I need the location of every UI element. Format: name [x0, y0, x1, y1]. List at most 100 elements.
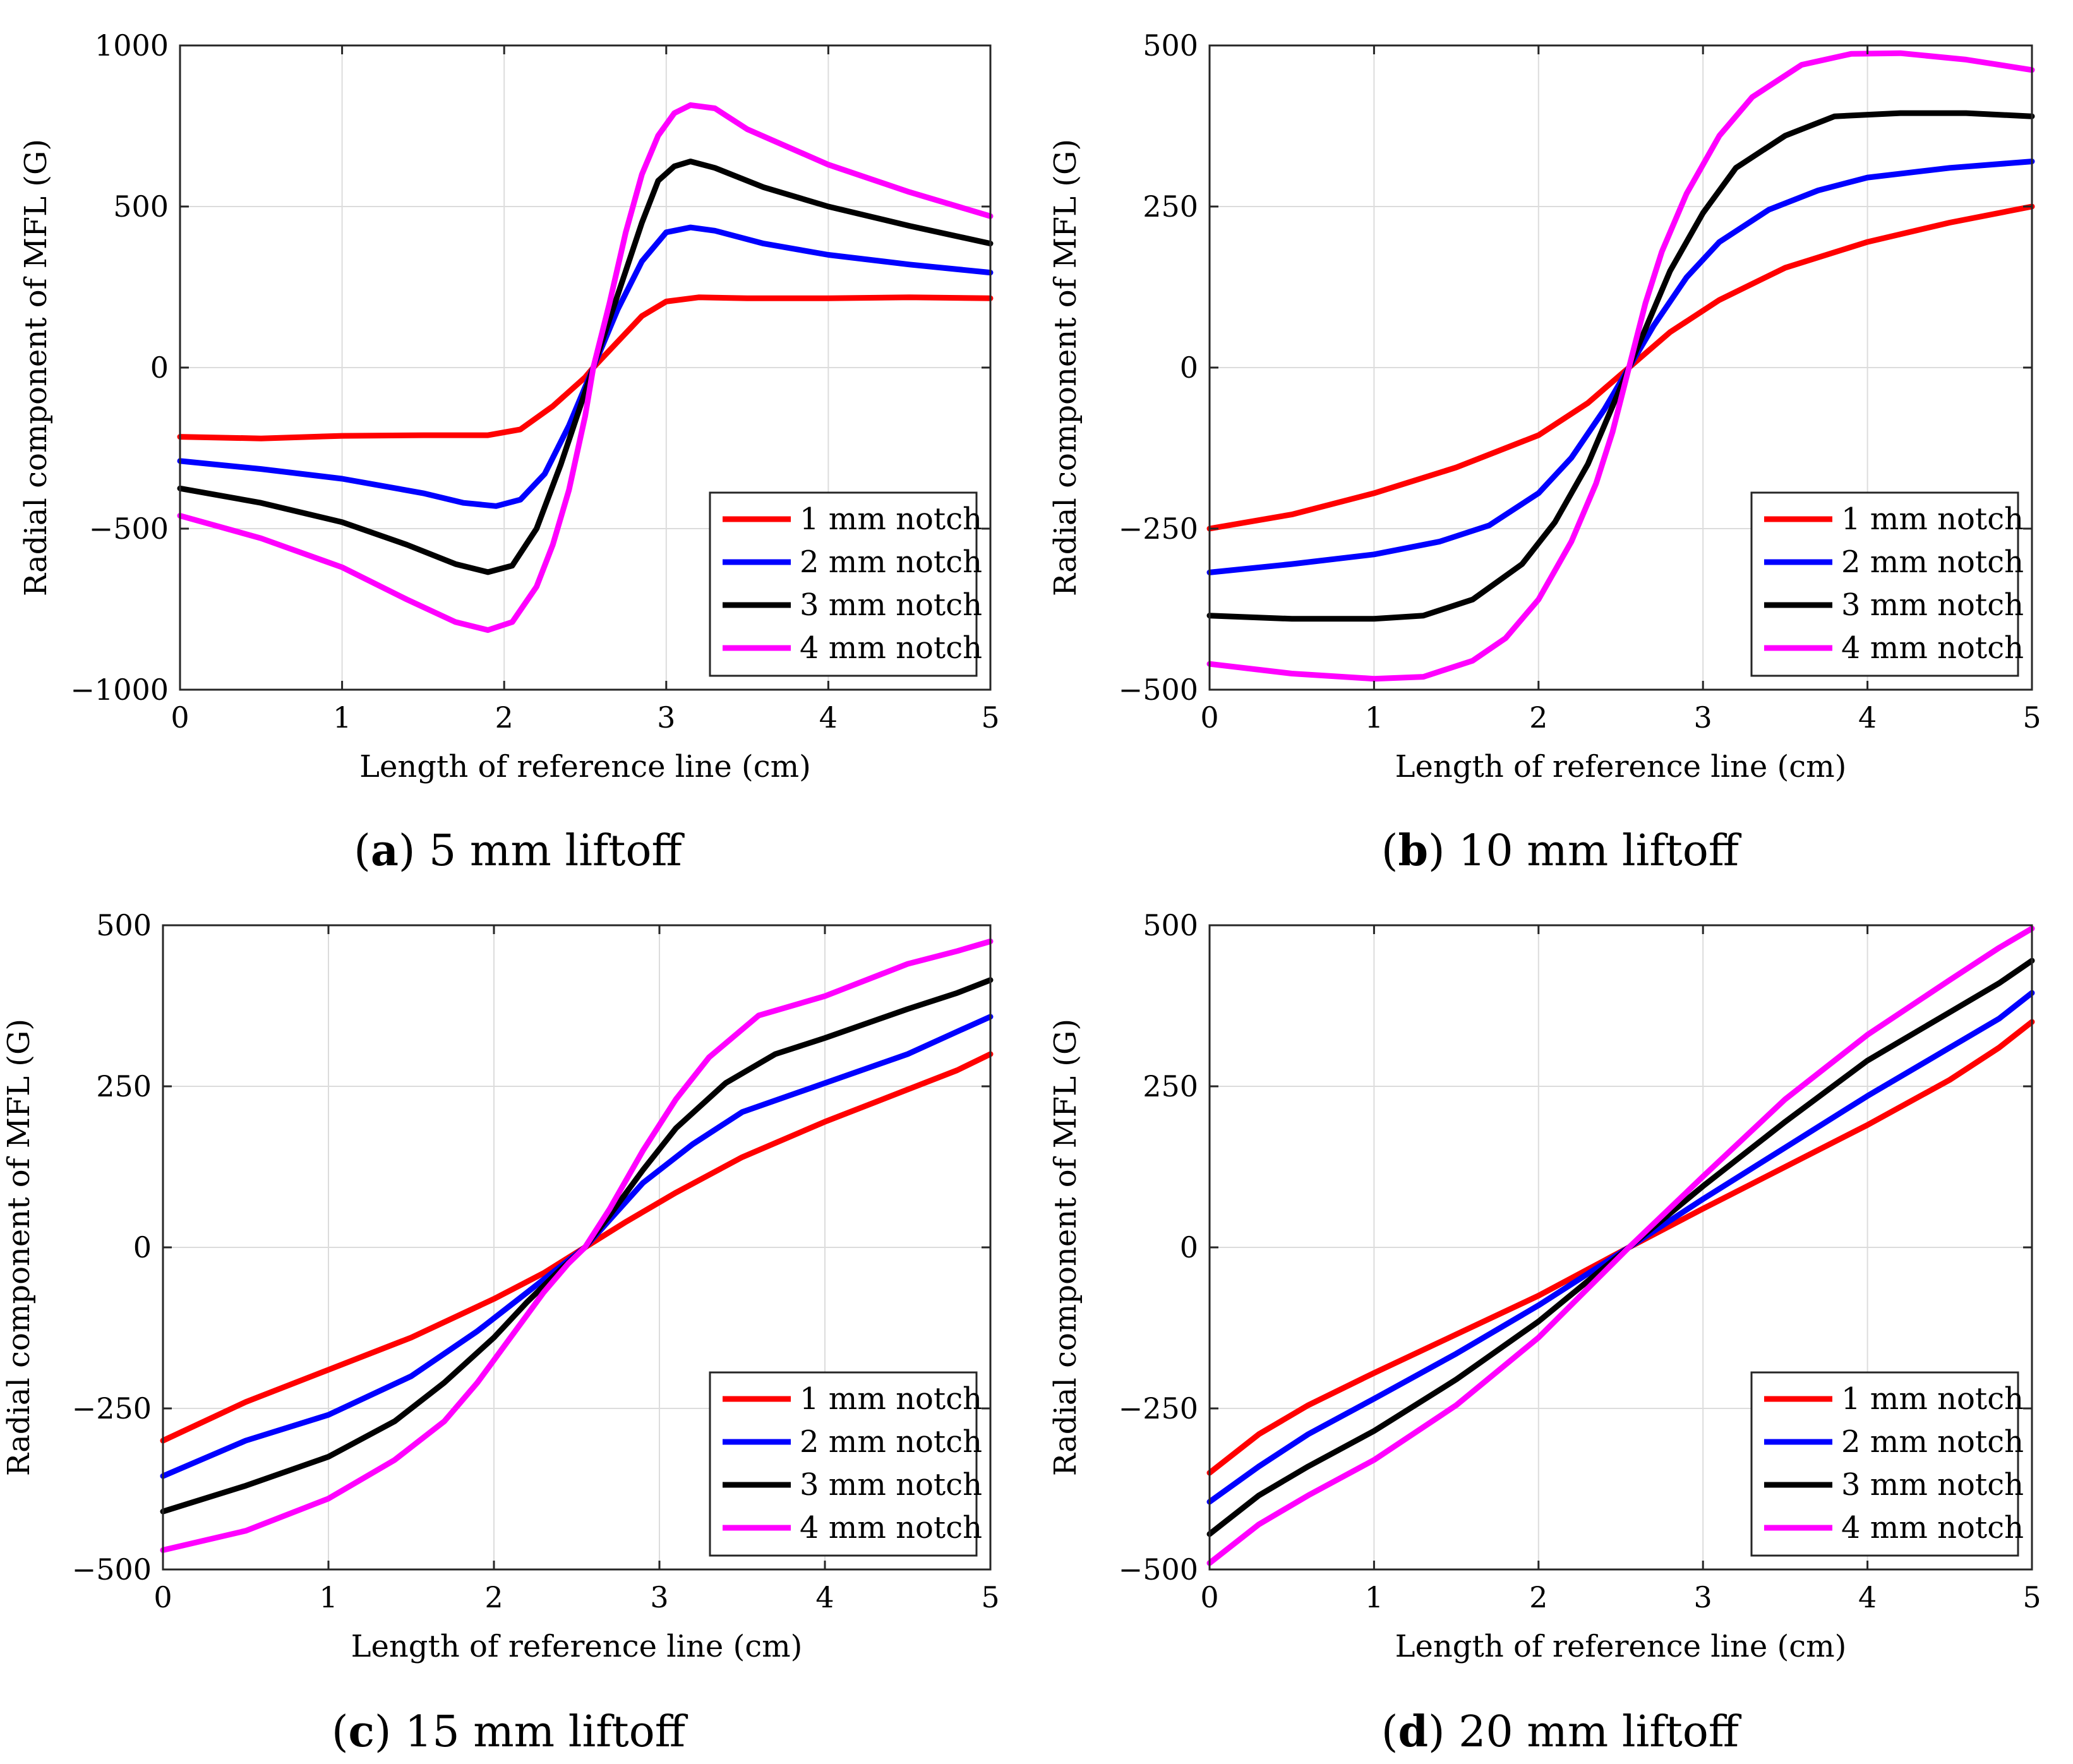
- y-tick-label: 500: [1143, 28, 1198, 63]
- y-tick-label: −500: [1119, 673, 1198, 707]
- y-tick-label: 500: [96, 908, 152, 942]
- x-tick-label: 1: [1365, 1580, 1383, 1614]
- y-tick-label: 0: [133, 1230, 152, 1264]
- x-tick-label: 1: [319, 1580, 337, 1614]
- panel-caption: (a) 5 mm liftoff: [354, 825, 685, 876]
- legend-entry: 3 mm notch: [800, 1467, 982, 1503]
- caption-letter: c: [349, 1707, 375, 1757]
- series-line-2mm: [160, 1014, 994, 1479]
- x-tick-label: 5: [2022, 1580, 2041, 1614]
- x-tick-label: 5: [2022, 700, 2041, 735]
- caption-letter: b: [1398, 825, 1428, 876]
- legend-entry: 1 mm notch: [1841, 1381, 2024, 1417]
- x-tick-label: 2: [1529, 700, 1547, 735]
- caption-paren-close: ): [1428, 1707, 1445, 1757]
- series-line-4mm: [160, 939, 994, 1553]
- y-axis-label: Radial component of MFL (G): [1048, 139, 1083, 596]
- legend-entry: 4 mm notch: [1841, 1510, 2024, 1545]
- caption-text: 10 mm liftoff: [1445, 826, 1742, 876]
- series-line-4mm: [1206, 50, 2035, 682]
- x-tick-label: 3: [1694, 1580, 1712, 1614]
- x-axis-label: Length of reference line (cm): [351, 1629, 803, 1664]
- y-tick-label: 1000: [95, 28, 169, 63]
- x-tick-label: 3: [657, 700, 675, 735]
- y-tick-label: −1000: [70, 673, 169, 707]
- legend-entry: 2 mm notch: [1841, 544, 2024, 580]
- caption-paren-open: (: [354, 826, 371, 876]
- x-tick-label: 3: [650, 1580, 668, 1614]
- y-tick-label: 0: [1180, 351, 1198, 385]
- legend-entry: 2 mm notch: [1841, 1424, 2024, 1460]
- y-axis-label: Radial component of MFL (G): [1, 1019, 37, 1476]
- y-axis-label: Radial component of MFL (G): [18, 139, 54, 596]
- x-axis-label: Length of reference line (cm): [1395, 749, 1847, 784]
- legend-entry: 3 mm notch: [1841, 587, 2024, 623]
- series-line-1mm: [160, 1051, 994, 1444]
- caption-text: 15 mm liftoff: [391, 1707, 688, 1757]
- x-axis-label: Length of reference line (cm): [359, 749, 811, 784]
- caption-letter: d: [1398, 1707, 1428, 1757]
- y-tick-label: 0: [1180, 1230, 1198, 1264]
- x-tick-label: 4: [1858, 1580, 1877, 1614]
- y-tick-label: −250: [1119, 512, 1198, 546]
- y-tick-label: 250: [1143, 189, 1198, 224]
- series-line-4mm: [177, 102, 994, 633]
- y-tick-label: −500: [72, 1552, 152, 1587]
- y-tick-label: −250: [72, 1391, 152, 1425]
- caption-text: 20 mm liftoff: [1445, 1707, 1742, 1757]
- panel-caption: (d) 20 mm liftoff: [1381, 1707, 1742, 1757]
- y-tick-label: 250: [1143, 1069, 1198, 1103]
- x-tick-label: 0: [153, 1580, 172, 1614]
- legend-entry: 1 mm notch: [1841, 501, 2024, 537]
- legend-entry: 4 mm notch: [800, 1510, 982, 1545]
- caption-letter: a: [371, 825, 399, 876]
- chart-panel-b: 0 1 2 3 4 5 −500 −250 0 250 500 Length of reference…: [1048, 28, 2041, 876]
- x-tick-label: 0: [171, 700, 189, 735]
- caption-paren-open: (: [332, 1707, 349, 1757]
- y-tick-label: −500: [89, 512, 169, 546]
- caption-paren-close: ): [1428, 826, 1445, 876]
- legend: 1 mm notch 2 mm notch 3 mm notch 4 mm notch: [709, 1371, 982, 1557]
- caption-paren-close: ): [399, 826, 416, 876]
- caption-paren-open: (: [1381, 826, 1398, 876]
- panel-caption: (c) 15 mm liftoff: [332, 1707, 688, 1757]
- x-tick-label: 0: [1200, 1580, 1218, 1614]
- x-tick-label: 3: [1694, 700, 1712, 735]
- x-tick-label: 1: [333, 700, 351, 735]
- x-tick-label: 5: [981, 700, 999, 735]
- y-tick-label: 250: [96, 1069, 152, 1103]
- panel-caption: (b) 10 mm liftoff: [1381, 825, 1742, 876]
- x-tick-label: 4: [819, 700, 838, 735]
- legend: 1 mm notch 2 mm notch 3 mm notch 4 mm notch: [1750, 491, 2024, 677]
- caption-text: 5 mm liftoff: [415, 826, 685, 876]
- x-tick-label: 0: [1200, 700, 1218, 735]
- legend-entry: 1 mm notch: [800, 501, 982, 537]
- legend-entry: 2 mm notch: [800, 544, 982, 580]
- x-tick-label: 4: [1858, 700, 1877, 735]
- legend-entry: 1 mm notch: [800, 1381, 982, 1417]
- legend: 1 mm notch 2 mm notch 3 mm notch 4 mm notch: [1750, 1371, 2024, 1557]
- y-tick-label: −500: [1119, 1552, 1198, 1587]
- y-tick-label: 500: [1143, 908, 1198, 942]
- legend-entry: 2 mm notch: [800, 1424, 982, 1460]
- y-tick-label: −250: [1119, 1391, 1198, 1425]
- legend-entry: 4 mm notch: [1841, 630, 2024, 666]
- x-tick-label: 2: [484, 1580, 503, 1614]
- y-axis-label: Radial component of MFL (G): [1048, 1019, 1083, 1476]
- chart-panel-d: 0 1 2 3 4 5 −500 −250 0 250 500 Length of reference…: [1048, 908, 2041, 1757]
- legend-entry: 4 mm notch: [800, 630, 982, 666]
- x-tick-label: 2: [495, 700, 514, 735]
- caption-paren-close: ): [375, 1707, 392, 1757]
- y-tick-label: 500: [113, 189, 169, 224]
- series-line-2mm: [177, 224, 994, 509]
- legend-entry: 3 mm notch: [1841, 1467, 2024, 1503]
- caption-paren-open: (: [1381, 1707, 1398, 1757]
- x-axis-label: Length of reference line (cm): [1395, 1629, 1847, 1664]
- x-tick-label: 4: [815, 1580, 834, 1614]
- x-tick-label: 2: [1529, 1580, 1547, 1614]
- chart-panel-c: 0 1 2 3 4 5 −500 −250 0 250 500 Length of reference…: [1, 908, 1000, 1757]
- y-tick-label: 0: [150, 351, 169, 385]
- x-tick-label: 5: [981, 1580, 999, 1614]
- legend-entry: 3 mm notch: [800, 587, 982, 623]
